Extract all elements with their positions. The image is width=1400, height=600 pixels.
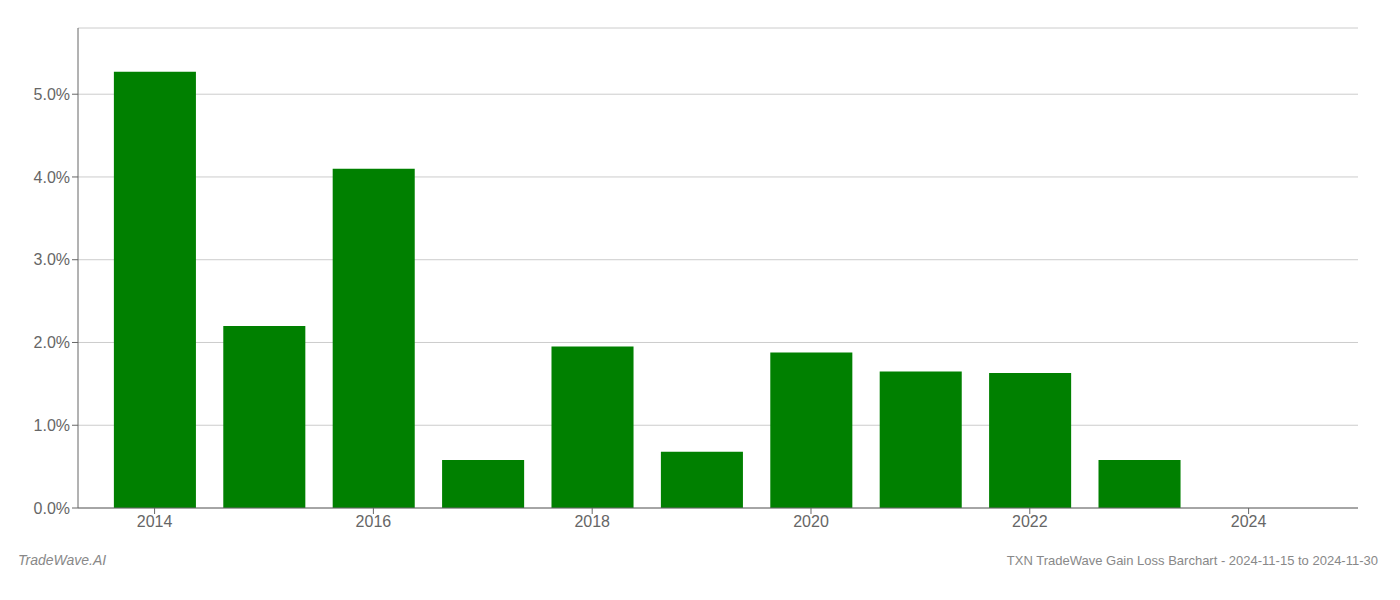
svg-text:2014: 2014	[137, 513, 173, 530]
svg-text:1.0%: 1.0%	[34, 417, 70, 434]
svg-text:0.0%: 0.0%	[34, 500, 70, 517]
svg-text:2020: 2020	[793, 513, 829, 530]
svg-text:2016: 2016	[356, 513, 392, 530]
svg-text:2.0%: 2.0%	[34, 334, 70, 351]
svg-text:2024: 2024	[1231, 513, 1267, 530]
svg-text:2018: 2018	[574, 513, 610, 530]
svg-text:2022: 2022	[1012, 513, 1048, 530]
svg-text:5.0%: 5.0%	[34, 86, 70, 103]
svg-text:3.0%: 3.0%	[34, 251, 70, 268]
html-text:TradeWave.AI: TradeWave.AI	[18, 552, 107, 568]
svg-text:4.0%: 4.0%	[34, 169, 70, 186]
html-text:TXN TradeWave Gain Loss Barcha: TXN TradeWave Gain Loss Barchart - 2024-…	[1006, 553, 1378, 568]
